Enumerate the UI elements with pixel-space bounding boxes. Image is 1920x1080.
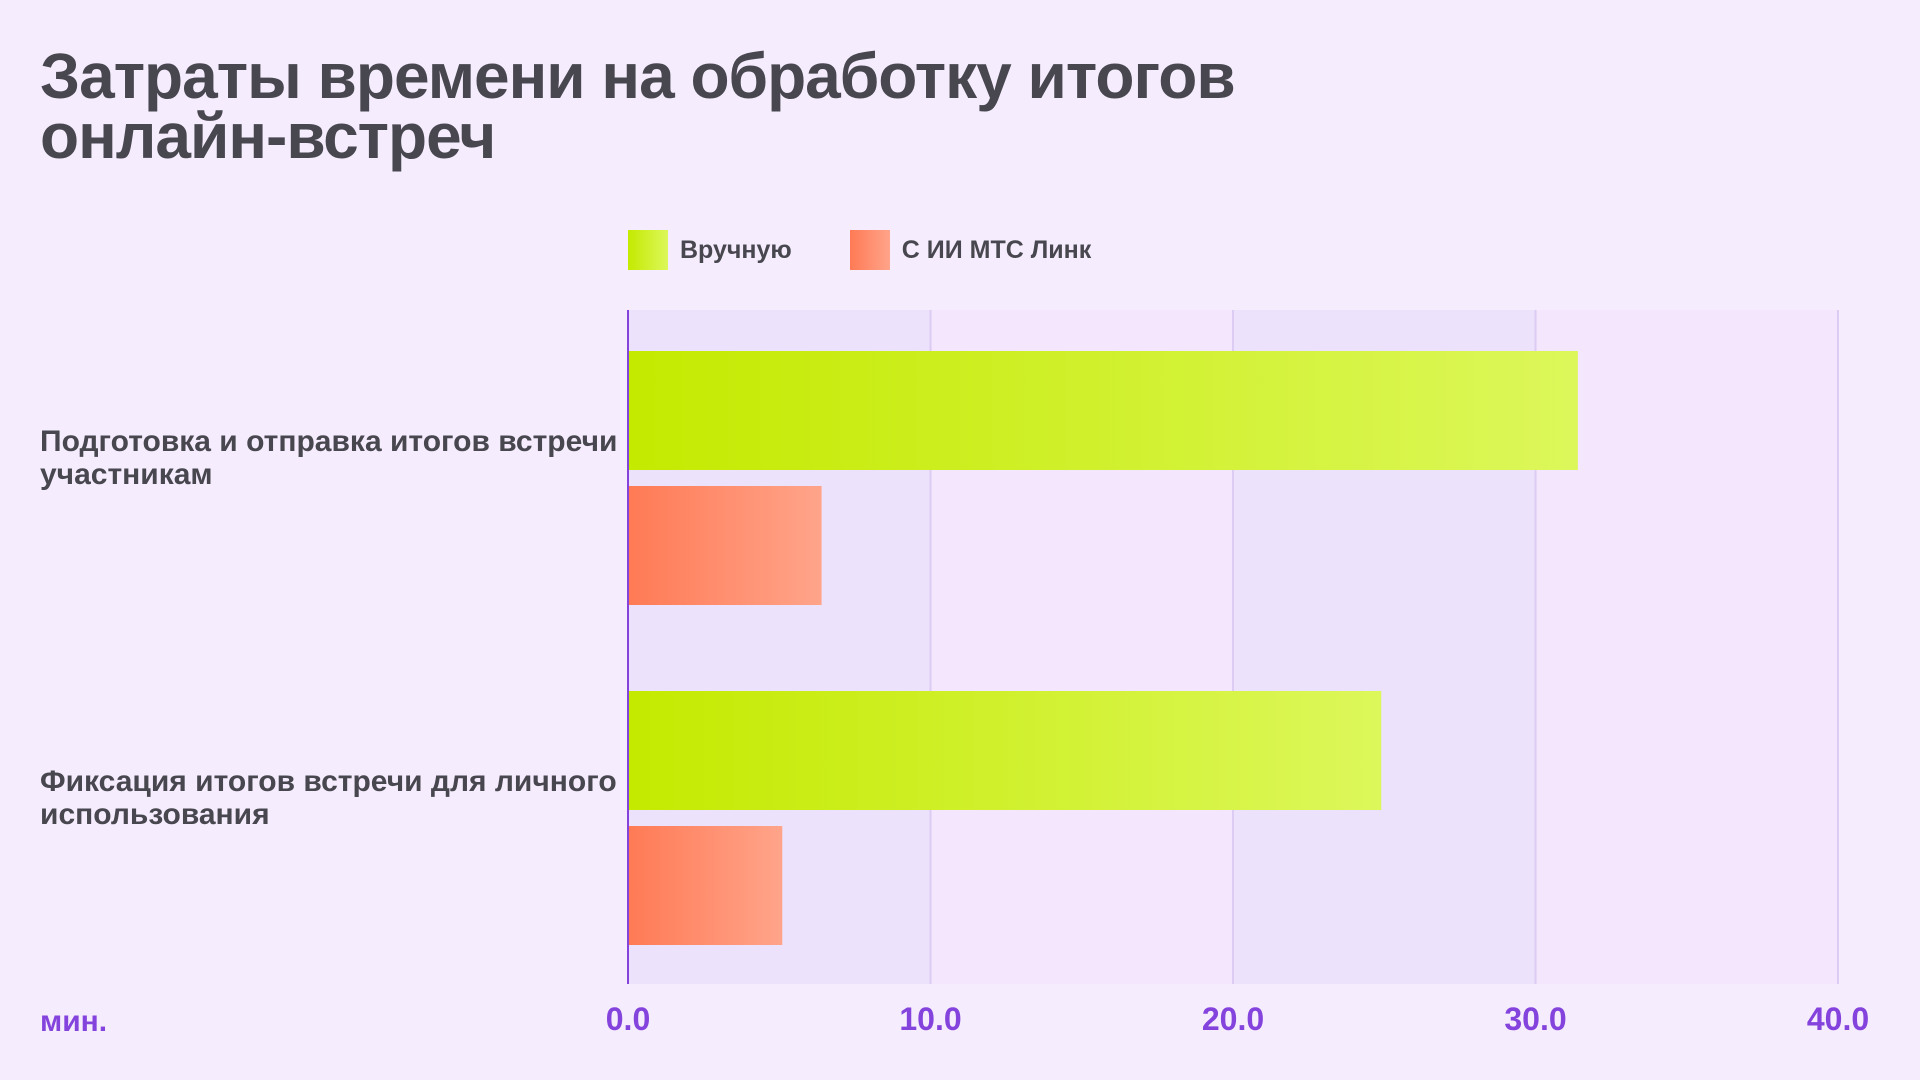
legend-label-ai: С ИИ МТС Линк <box>901 235 1092 264</box>
category-label: Подготовка и отправка итогов встречи уча… <box>40 425 618 491</box>
legend-swatch-manual <box>628 230 668 270</box>
legend-item-manual: Вручную <box>628 230 792 270</box>
bar-manual <box>628 351 1578 470</box>
x-tick-label: 20.0 <box>1202 1001 1264 1037</box>
chart-title: Затраты времени на обработку итогов онла… <box>40 40 1236 172</box>
x-tick-label: 0.0 <box>606 1001 650 1037</box>
bar-ai <box>628 826 783 945</box>
x-tick-label: 40.0 <box>1807 1001 1869 1037</box>
bar-ai <box>628 486 822 605</box>
legend: Вручную С ИИ МТС Линк <box>628 230 1149 270</box>
legend-label-manual: Вручную <box>680 235 792 264</box>
axis-unit-label: мин. <box>40 1005 108 1038</box>
category-label: Фиксация итогов встречи для личного испо… <box>40 765 617 831</box>
x-tick-label: 10.0 <box>899 1001 961 1037</box>
bar-manual <box>628 691 1382 810</box>
legend-item-ai: С ИИ МТС Линк <box>849 230 1092 270</box>
legend-swatch-ai <box>849 230 890 270</box>
grid-band <box>1535 310 1838 984</box>
x-tick-label: 30.0 <box>1504 1001 1566 1037</box>
